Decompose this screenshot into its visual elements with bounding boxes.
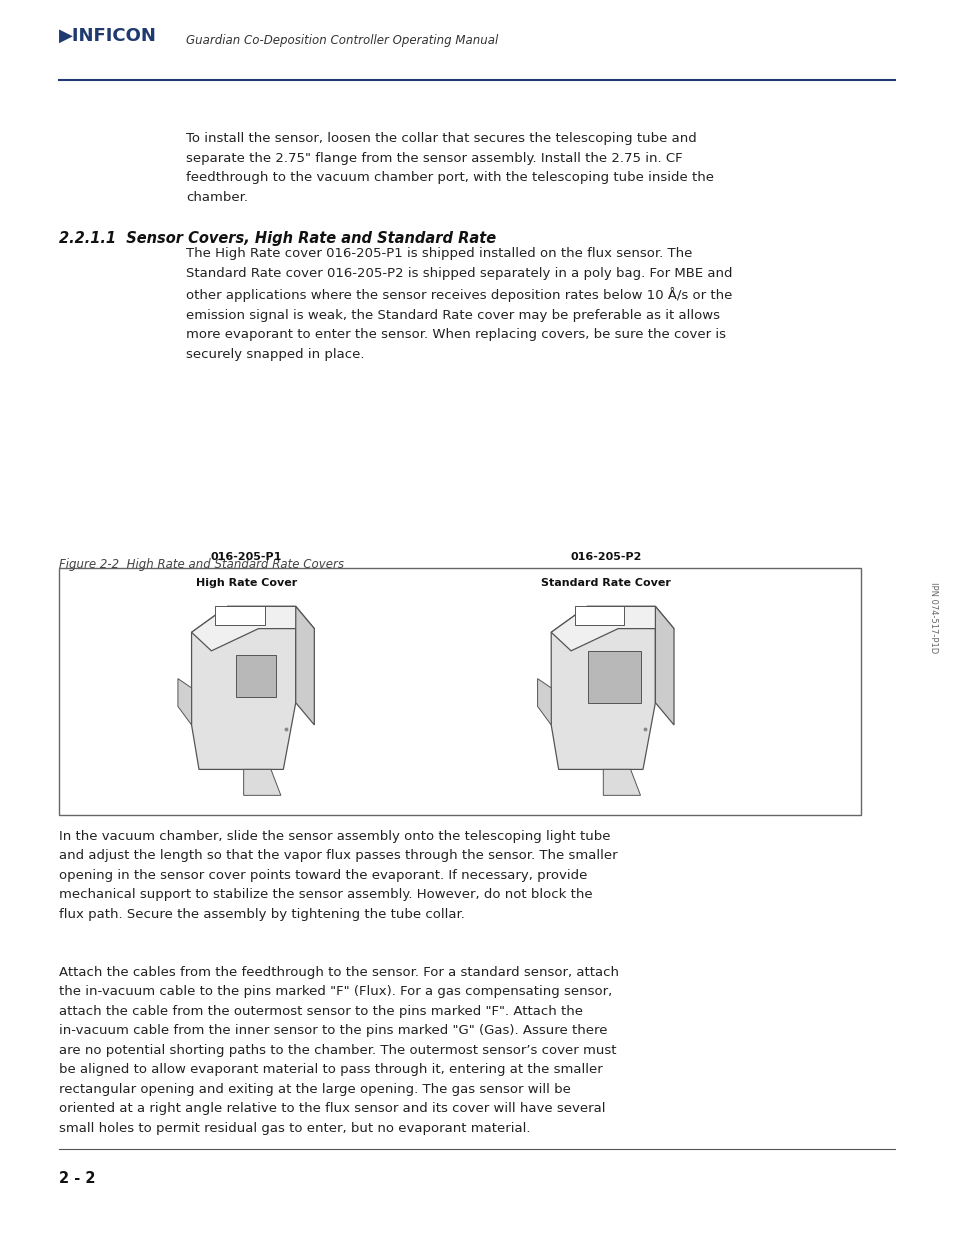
- Text: The High Rate cover 016-205-P1 is shipped installed on the flux sensor. The
Stan: The High Rate cover 016-205-P1 is shippe…: [186, 247, 732, 361]
- Text: 016-205-P2: 016-205-P2: [570, 552, 640, 562]
- Text: 2 - 2: 2 - 2: [59, 1171, 95, 1186]
- FancyBboxPatch shape: [59, 568, 860, 815]
- Polygon shape: [574, 606, 624, 625]
- Polygon shape: [551, 606, 673, 651]
- Text: 2.2.1.1  Sensor Covers, High Rate and Standard Rate: 2.2.1.1 Sensor Covers, High Rate and Sta…: [59, 231, 496, 246]
- Text: 016-205-P1: 016-205-P1: [211, 552, 281, 562]
- Text: Guardian Co-Deposition Controller Operating Manual: Guardian Co-Deposition Controller Operat…: [186, 33, 497, 47]
- Polygon shape: [295, 606, 314, 725]
- Polygon shape: [177, 679, 192, 725]
- Polygon shape: [215, 606, 265, 625]
- Polygon shape: [602, 769, 639, 795]
- Text: Attach the cables from the feedthrough to the sensor. For a standard sensor, att: Attach the cables from the feedthrough t…: [59, 966, 618, 1135]
- Polygon shape: [655, 606, 673, 725]
- Polygon shape: [551, 606, 655, 769]
- Text: To install the sensor, loosen the collar that secures the telescoping tube and
s: To install the sensor, loosen the collar…: [186, 132, 713, 204]
- Polygon shape: [243, 769, 280, 795]
- Polygon shape: [192, 606, 314, 651]
- Polygon shape: [236, 655, 275, 697]
- Text: In the vacuum chamber, slide the sensor assembly onto the telescoping light tube: In the vacuum chamber, slide the sensor …: [59, 830, 618, 921]
- Text: ▶INFICON: ▶INFICON: [59, 26, 157, 44]
- Text: IPN 074-517-P1D: IPN 074-517-P1D: [927, 582, 937, 653]
- Polygon shape: [537, 679, 551, 725]
- Text: Standard Rate Cover: Standard Rate Cover: [540, 578, 670, 588]
- Text: High Rate Cover: High Rate Cover: [195, 578, 296, 588]
- Polygon shape: [192, 606, 295, 769]
- Polygon shape: [588, 651, 639, 703]
- Text: Figure 2-2  High Rate and Standard Rate Covers: Figure 2-2 High Rate and Standard Rate C…: [59, 558, 344, 572]
